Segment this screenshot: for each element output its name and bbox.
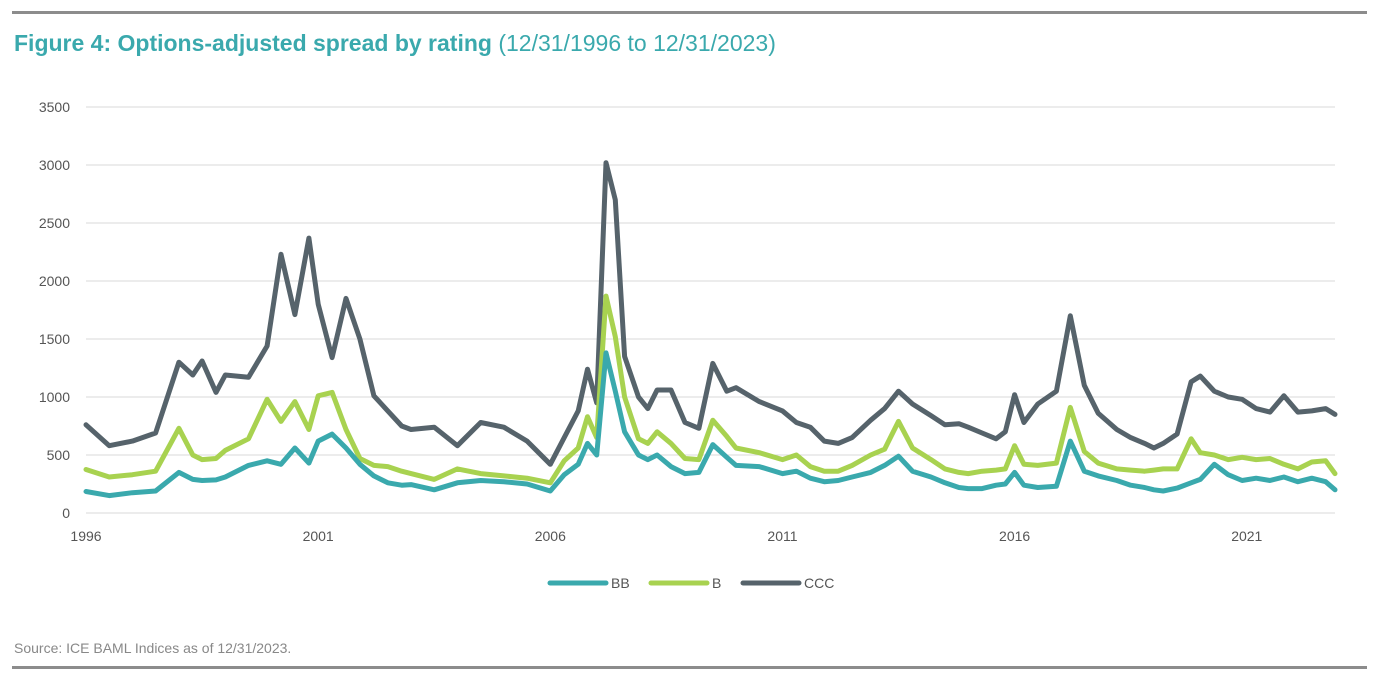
x-tick-label: 1996 (70, 528, 101, 544)
x-tick-label: 2021 (1231, 528, 1262, 544)
y-tick-label: 3000 (39, 157, 70, 173)
chart-title-main: Figure 4: Options-adjusted spread by rat… (14, 30, 492, 56)
y-tick-label: 2500 (39, 215, 70, 231)
chart-title: Figure 4: Options-adjusted spread by rat… (14, 30, 776, 57)
legend-label-b: B (712, 575, 721, 591)
legend-label-ccc: CCC (804, 575, 834, 591)
bottom-rule (12, 666, 1367, 669)
y-tick-label: 0 (62, 505, 70, 521)
series-line-b (83, 293, 1338, 486)
chart-title-date-range: (12/31/1996 to 12/31/2023) (498, 30, 776, 56)
y-tick-label: 1000 (39, 389, 70, 405)
y-tick-label: 3500 (39, 99, 70, 115)
x-tick-label: 2001 (303, 528, 334, 544)
series-line-bb (83, 350, 1338, 499)
source-note: Source: ICE BAML Indices as of 12/31/202… (14, 640, 292, 656)
x-tick-label: 2011 (767, 528, 797, 544)
top-rule (12, 11, 1367, 14)
y-axis-ticks: 0 500 1000 1500 2000 2500 3000 3500 (39, 99, 70, 521)
legend: BB B CCC (547, 575, 834, 591)
y-tick-label: 1500 (39, 331, 70, 347)
series-line-ccc (83, 160, 1338, 467)
x-axis-ticks: 1996 2001 2006 2011 2016 2021 (70, 528, 1262, 544)
y-tick-label: 2000 (39, 273, 70, 289)
series-lines (83, 160, 1338, 499)
x-tick-label: 2016 (999, 528, 1030, 544)
x-tick-label: 2006 (535, 528, 566, 544)
y-tick-label: 500 (47, 447, 71, 463)
grid-lines (86, 106, 1335, 514)
legend-label-bb: BB (611, 575, 630, 591)
